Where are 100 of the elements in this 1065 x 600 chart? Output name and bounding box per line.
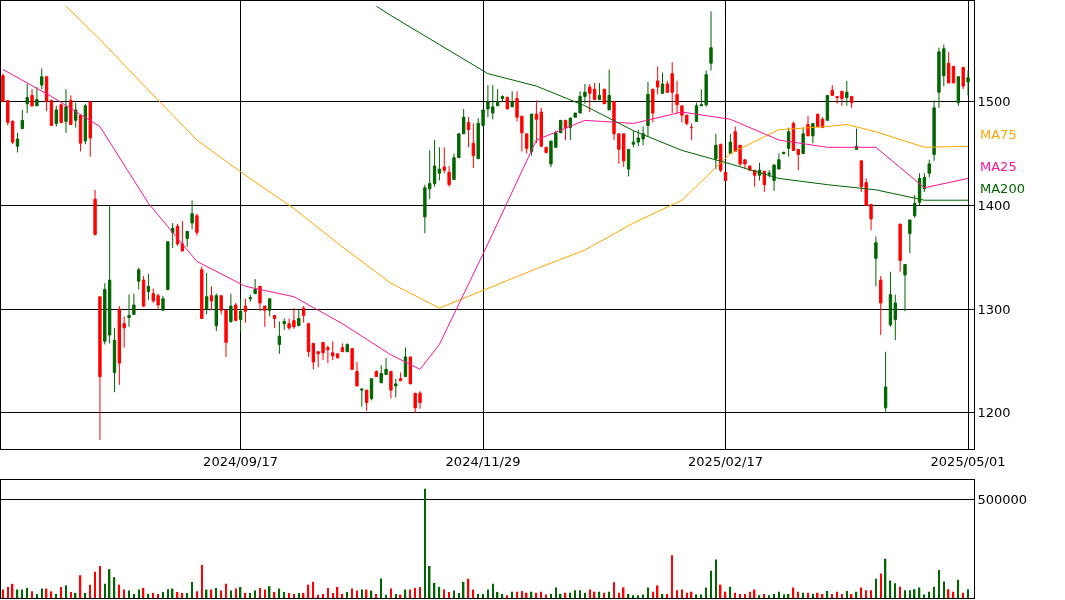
candlestick: [117, 305, 122, 386]
bar: [99, 566, 101, 598]
y-tick-label: 1500: [977, 94, 1011, 110]
candlestick: [297, 309, 301, 327]
bar: [332, 592, 334, 598]
candlestick: [602, 88, 606, 105]
candlestick: [20, 109, 25, 130]
candlestick: [98, 296, 102, 441]
candlestick: [927, 159, 931, 178]
candlestick: [631, 130, 636, 148]
candlestick: [898, 223, 902, 273]
bar: [201, 565, 203, 598]
candlestick: [30, 88, 34, 108]
bar: [2, 589, 4, 598]
bar: [458, 592, 460, 598]
candlestick: [544, 146, 548, 155]
bar: [647, 587, 649, 598]
bar: [734, 592, 736, 598]
bar: [424, 488, 426, 598]
x-tick-label: 2024/09/17: [203, 453, 279, 469]
bar: [26, 587, 28, 598]
bar: [181, 592, 184, 598]
bar: [957, 579, 960, 598]
candlestick: [874, 236, 878, 287]
candlestick: [107, 204, 112, 344]
candlestick: [389, 370, 393, 399]
bar: [225, 583, 227, 598]
bar: [487, 589, 489, 598]
candlestick: [78, 113, 83, 152]
bar: [351, 588, 353, 598]
y-tick-label: 1400: [977, 197, 1011, 213]
bar: [545, 594, 547, 598]
candlestick: [689, 122, 694, 141]
bar: [31, 591, 33, 598]
bar: [511, 591, 513, 598]
bar: [923, 594, 926, 598]
bar: [327, 587, 329, 598]
x-tick-label: 2025/02/17: [688, 453, 764, 469]
x-tick-label: 2024/11/29: [445, 453, 521, 469]
candlestick: [277, 321, 282, 355]
bar: [642, 594, 644, 598]
candlestick: [966, 70, 970, 96]
candlestick: [811, 122, 815, 144]
bar: [118, 584, 121, 598]
bar: [899, 586, 901, 598]
candlestick: [59, 103, 63, 124]
bar: [443, 589, 445, 598]
bar: [259, 587, 261, 598]
bar: [836, 591, 838, 598]
candlestick: [951, 65, 956, 84]
bar: [220, 590, 222, 598]
candlestick: [15, 132, 20, 153]
candlestick: [248, 294, 252, 303]
bar: [700, 594, 703, 598]
bar: [802, 592, 804, 598]
candlestick: [127, 294, 131, 328]
candlestick: [849, 95, 854, 109]
bar: [94, 571, 96, 598]
candlestick: [166, 241, 170, 291]
bar: [506, 595, 509, 598]
bar: [768, 595, 770, 598]
candlestick: [369, 378, 374, 401]
bar: [322, 593, 324, 598]
bar: [812, 593, 814, 598]
bar: [841, 593, 843, 598]
y-tick-label: 1300: [977, 301, 1011, 317]
candlestick: [932, 100, 936, 162]
bar: [50, 591, 53, 598]
bar: [783, 594, 785, 598]
bar: [230, 590, 232, 598]
bar: [254, 590, 256, 598]
candlestick: [879, 275, 883, 336]
bar: [104, 583, 106, 598]
candlestick: [214, 293, 219, 332]
candlestick: [607, 68, 611, 111]
bar: [695, 594, 698, 598]
candlestick: [272, 314, 277, 329]
bar: [943, 581, 945, 598]
candlestick: [626, 148, 631, 177]
bar: [477, 593, 479, 598]
bar: [89, 584, 91, 598]
bar: [162, 591, 164, 598]
candlestick: [340, 342, 345, 353]
candlestick: [495, 88, 500, 107]
bar: [70, 591, 72, 598]
bar: [807, 592, 809, 598]
candlestick: [161, 295, 165, 311]
line-series: [65, 5, 969, 309]
bar: [826, 590, 829, 598]
bar: [909, 590, 911, 598]
candlestick: [141, 275, 146, 308]
candlestick: [845, 80, 849, 107]
bar: [535, 592, 538, 598]
bar: [652, 591, 654, 598]
bar: [773, 593, 775, 598]
bar: [831, 593, 833, 598]
bar: [589, 589, 591, 598]
bar: [492, 583, 494, 598]
candlestick: [229, 293, 233, 324]
bar: [128, 590, 130, 598]
